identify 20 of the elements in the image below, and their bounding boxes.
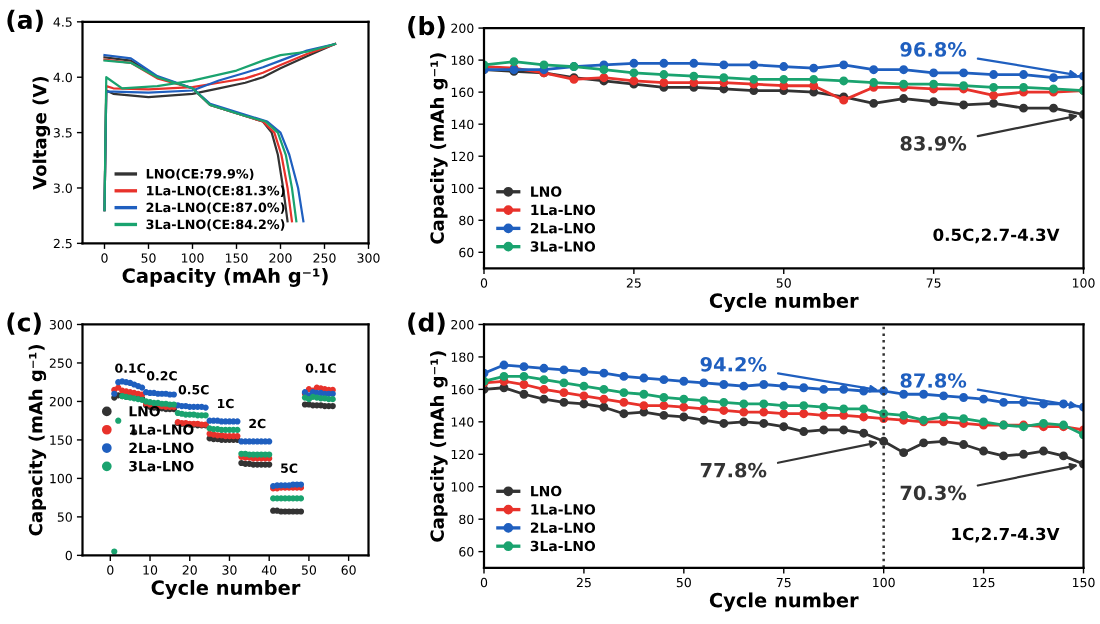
annotation: 70.3% xyxy=(900,485,967,501)
chart-title: (a) xyxy=(7,9,43,33)
x-axis-title: Cycle number xyxy=(151,579,301,599)
annotation: 94.2% xyxy=(700,356,767,372)
annotation: 96.8% xyxy=(900,42,967,57)
y-axis-title: Capacity (mAh g⁻¹) xyxy=(430,351,448,542)
chart-title: (c) xyxy=(7,312,41,335)
annotation: 0.5C,2.7-4.3V xyxy=(933,228,1060,244)
annotation: 87.8% xyxy=(900,373,967,388)
x-axis-title: Cycle number xyxy=(709,292,859,312)
annotation: 83.9% xyxy=(900,136,967,151)
y-axis-title: Voltage (V) xyxy=(32,76,51,190)
x-axis-title: Cycle number xyxy=(709,592,859,612)
annotation: 1C,2.7-4.3V xyxy=(952,527,1060,543)
chart-title: (d) xyxy=(408,312,445,335)
annotation: 77.8% xyxy=(700,462,767,478)
x-axis-title: Capacity (mAh g⁻¹) xyxy=(122,267,328,287)
y-axis-title: Capacity (mAh g⁻¹) xyxy=(430,53,448,244)
y-axis-title: Capacity (mAh g⁻¹) xyxy=(28,345,47,536)
chart-title: (b) xyxy=(408,15,445,39)
